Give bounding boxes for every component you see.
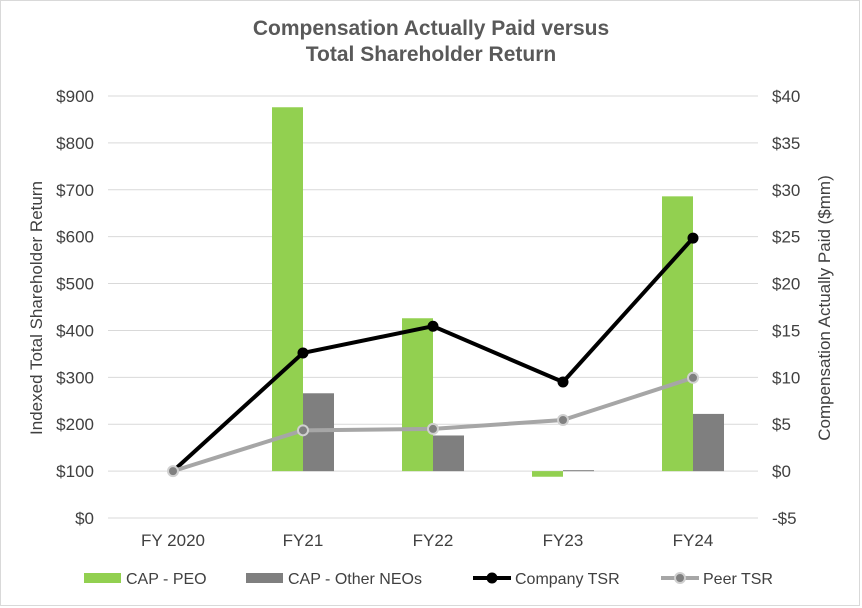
category-label: FY21 xyxy=(283,531,324,550)
legend-marker-company-tsr xyxy=(486,572,498,584)
left-tick-label: $0 xyxy=(75,509,94,528)
legend-label-company-tsr: Company TSR xyxy=(515,571,620,588)
right-tick-label: $15 xyxy=(772,321,800,340)
left-axis-title: Indexed Total Shareholder Return xyxy=(27,181,46,435)
point-peer-tsr xyxy=(687,371,699,384)
chart-title-line-1: Compensation Actually Paid versus xyxy=(252,17,610,40)
left-tick-label: $700 xyxy=(56,181,94,200)
category-label: FY23 xyxy=(543,531,584,550)
left-tick-label: $800 xyxy=(56,134,94,153)
legend-label-peer-tsr: Peer TSR xyxy=(703,571,773,588)
left-tick-label: $200 xyxy=(56,415,94,434)
right-tick-label: $25 xyxy=(772,228,800,247)
bar-cap-other-neos xyxy=(433,435,464,472)
chart-title: Compensation Actually Paid versus Total … xyxy=(0,16,862,68)
legend-swatch-cap-other-neos xyxy=(246,573,283,583)
left-tick-label: $600 xyxy=(56,228,94,247)
category-label: FY24 xyxy=(673,531,714,550)
bar-cap-peo xyxy=(532,471,563,477)
left-tick-label: $300 xyxy=(56,368,94,387)
legend-label-cap-peo: CAP - PEO xyxy=(126,571,207,588)
right-tick-label: $20 xyxy=(772,275,800,294)
bars xyxy=(272,107,724,477)
right-tick-label: $5 xyxy=(772,415,791,434)
bar-cap-other-neos xyxy=(693,413,724,472)
bar-cap-peo xyxy=(402,318,433,472)
left-tick-label: $500 xyxy=(56,275,94,294)
bar-cap-other-neos xyxy=(563,470,594,472)
bar-cap-peo xyxy=(272,107,303,472)
chart-title-line-2: Total Shareholder Return xyxy=(305,43,557,66)
right-tick-label: -$5 xyxy=(772,509,797,528)
lines xyxy=(167,232,699,478)
right-tick-label: $40 xyxy=(772,87,800,106)
tick-labels: $0 $100 $200 $300 $400 $500 $600 $700 $800 $900 -$… xyxy=(56,87,800,550)
right-tick-label: $0 xyxy=(772,462,791,481)
right-tick-label: $30 xyxy=(772,181,800,200)
right-axis-title: Compensation Actually Paid ($mm) xyxy=(815,175,834,441)
category-label: FY22 xyxy=(413,531,454,550)
left-tick-label: $100 xyxy=(56,462,94,481)
right-tick-label: $35 xyxy=(772,134,800,153)
left-tick-label: $400 xyxy=(56,321,94,340)
legend-marker-peer-tsr xyxy=(674,572,686,584)
point-company-tsr xyxy=(557,376,569,388)
point-company-tsr xyxy=(297,347,309,359)
legend: CAP - PEO CAP - Other NEOs Company TSR Peer… xyxy=(84,571,773,588)
left-tick-label: $900 xyxy=(56,87,94,106)
category-label: FY 2020 xyxy=(141,531,205,550)
point-peer-tsr xyxy=(557,414,569,427)
point-peer-tsr xyxy=(167,465,179,478)
legend-swatch-cap-peo xyxy=(84,573,121,583)
legend-label-cap-other-neos: CAP - Other NEOs xyxy=(288,571,422,588)
point-peer-tsr xyxy=(297,424,309,437)
point-company-tsr xyxy=(427,320,439,332)
gridlines xyxy=(108,95,758,519)
point-peer-tsr xyxy=(427,422,439,435)
right-tick-label: $10 xyxy=(772,368,800,387)
point-company-tsr xyxy=(687,232,699,244)
